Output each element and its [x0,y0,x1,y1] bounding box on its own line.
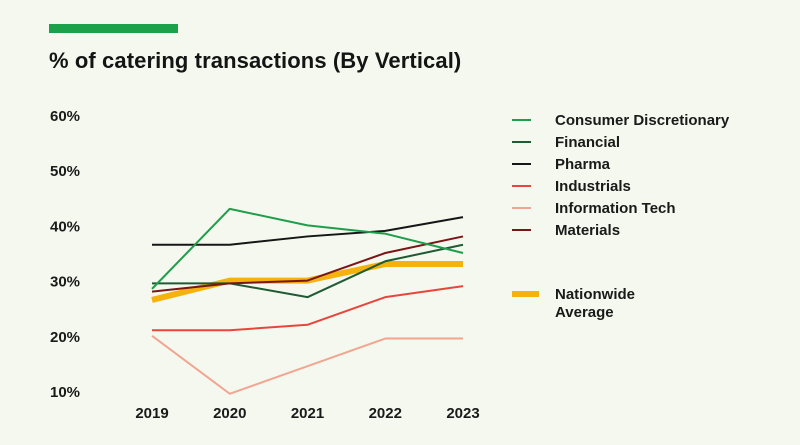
series-line [151,235,464,293]
series-line [152,216,464,246]
series-line [152,243,464,299]
legend-label: Information Tech [555,200,676,217]
x-tick-label: 2020 [213,405,246,422]
chart-title: % of catering transactions (By Vertical) [49,48,462,73]
y-tick-label: 30% [50,274,80,291]
legend-label: Nationwide Average [555,286,635,321]
y-tick-label: 10% [50,384,80,401]
y-tick-label: 40% [50,218,80,235]
x-tick-label: 2021 [291,405,324,422]
series-line [151,207,464,290]
legend-label: Consumer Discretionary [555,112,730,129]
legend-label: Pharma [555,156,611,173]
series-line [151,261,463,303]
y-tick-label: 50% [50,163,80,180]
legend-label: Financial [555,134,620,151]
x-tick-label: 2019 [135,405,168,422]
series-line [152,285,464,332]
legend-label: Materials [555,222,620,239]
x-tick-label: 2023 [446,405,479,422]
y-tick-label: 20% [50,329,80,346]
legend-label: Industrials [555,178,631,195]
x-tick-label: 2022 [369,405,402,422]
y-tick-label: 60% [50,108,80,125]
accent-bar [49,24,178,33]
series-line [151,334,463,395]
